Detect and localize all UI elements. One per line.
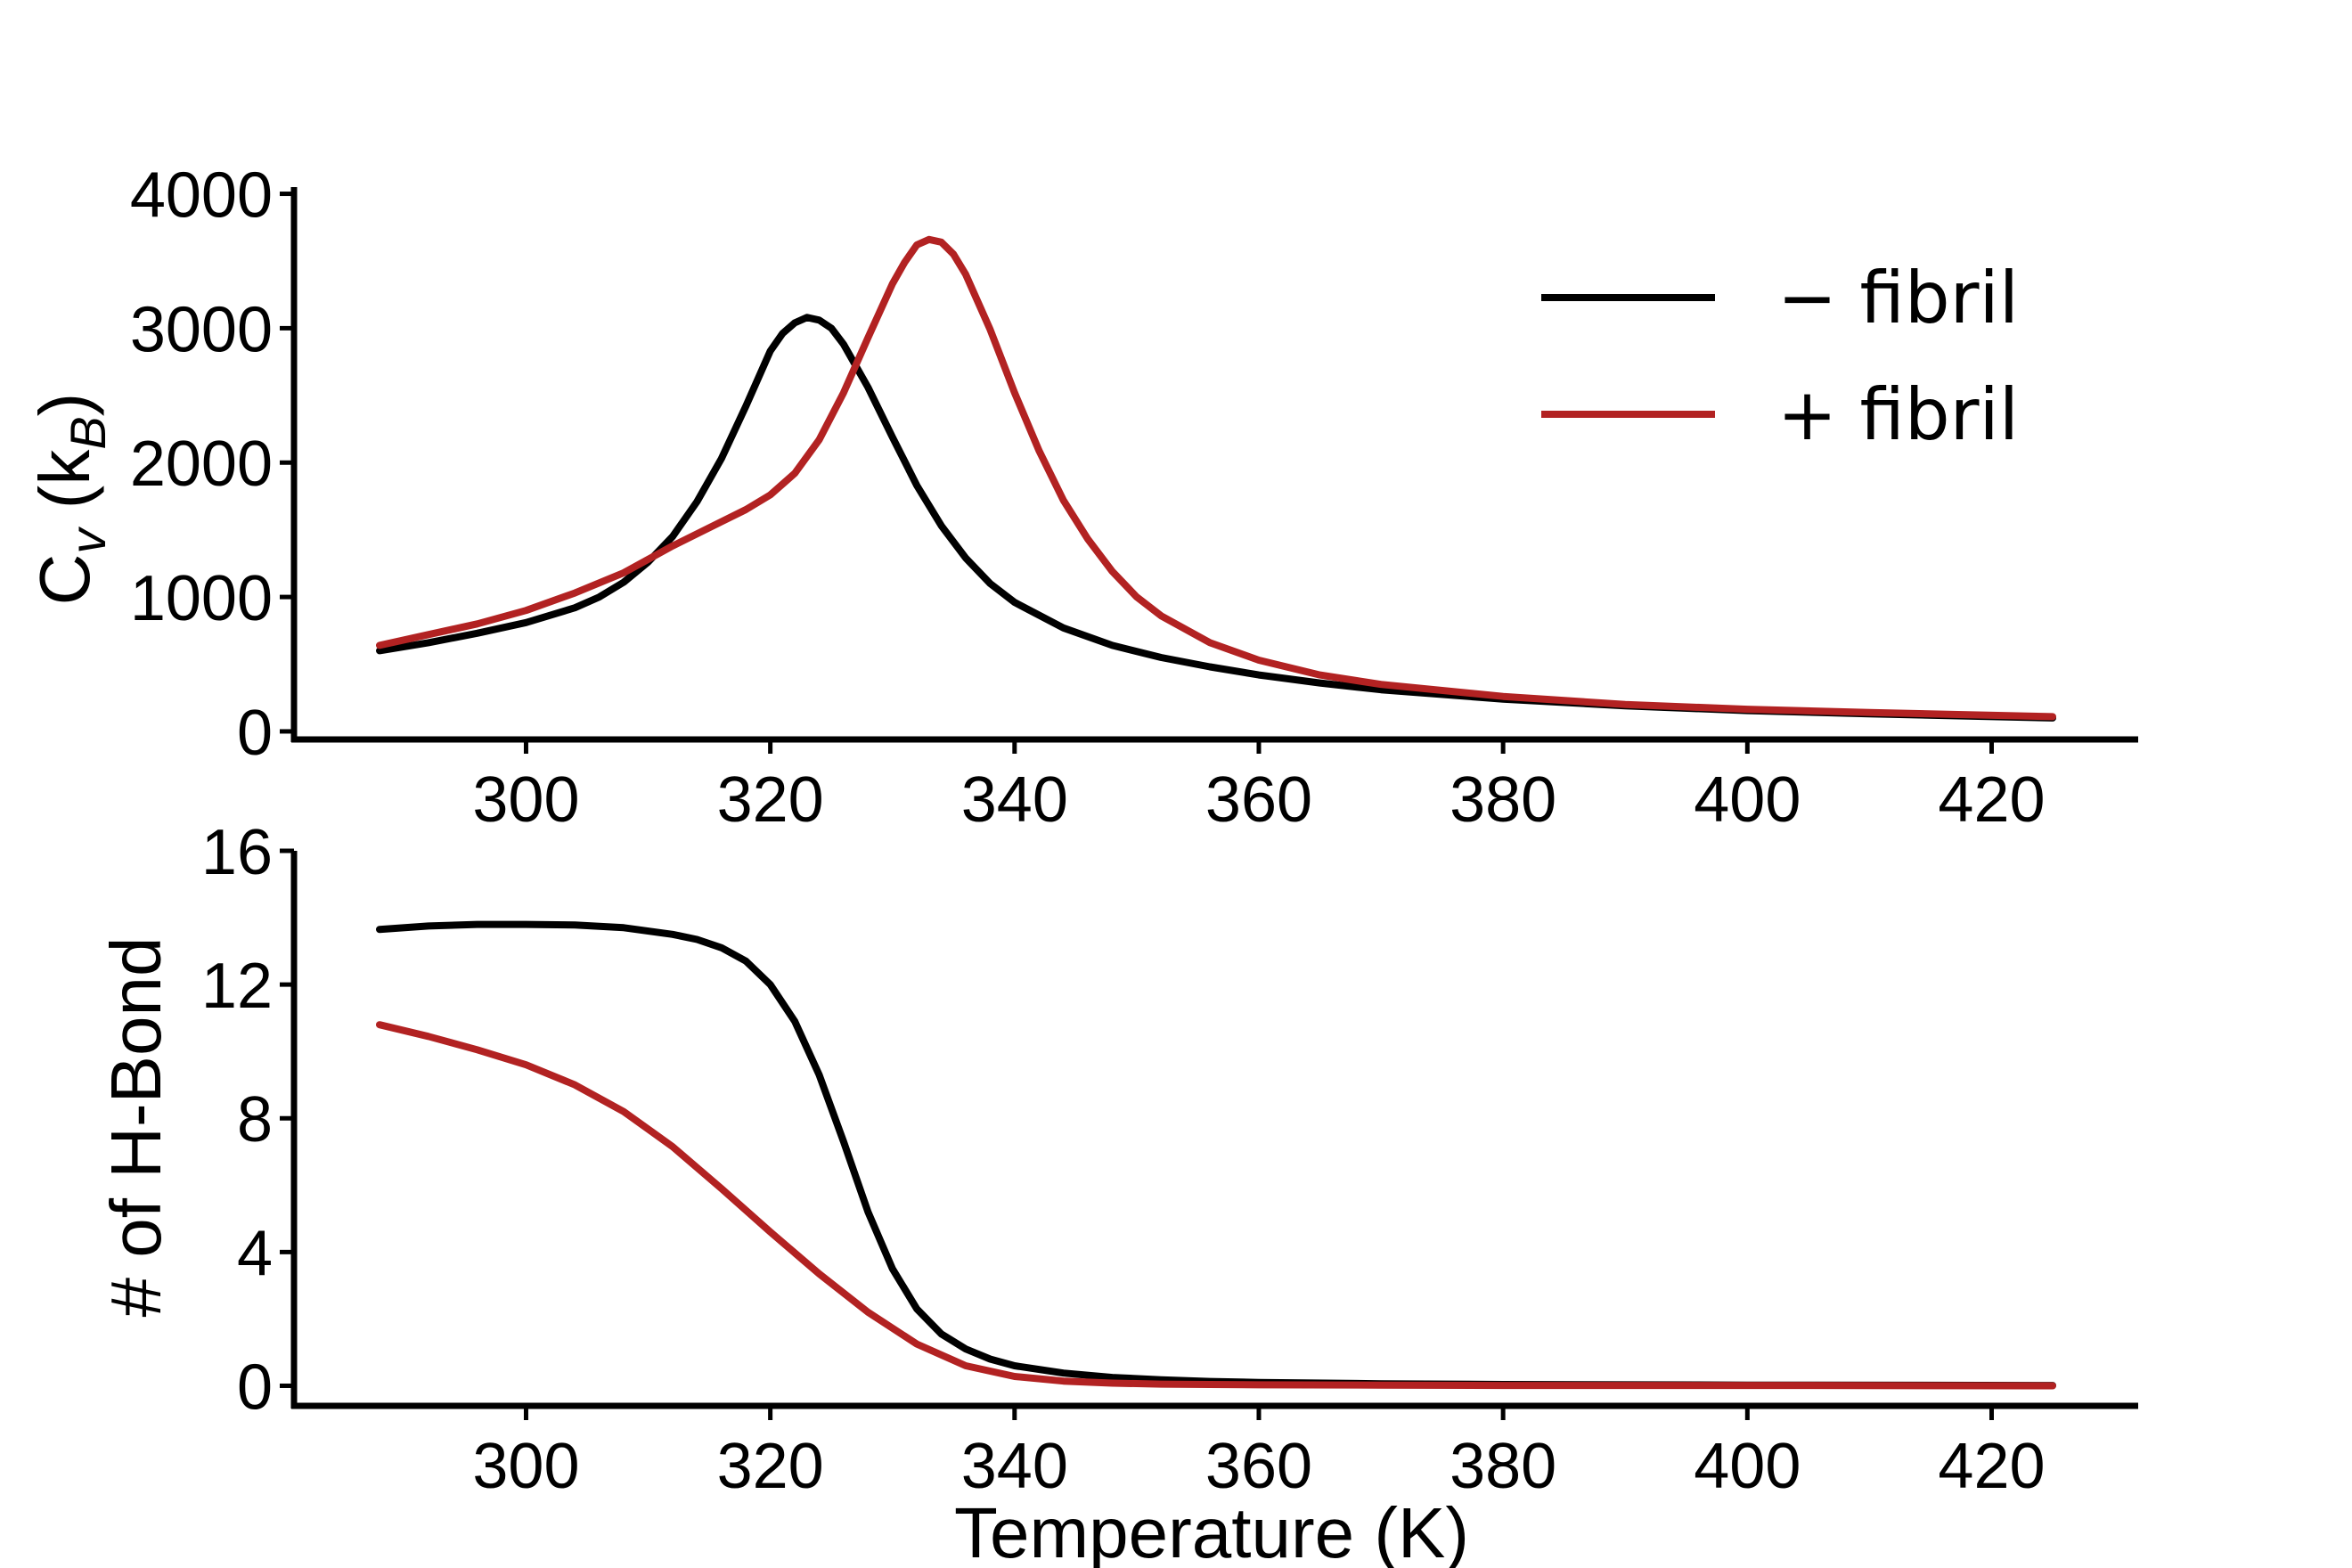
hbond-y-tick-label: 4: [237, 1218, 273, 1289]
hbond-y-axis-title: # of H-Bond: [96, 937, 176, 1318]
legend-label-minus-fibril: − fibril: [1777, 257, 2019, 339]
cv-panel: 300 320 340 360 380 400 420 01000200030004000 …: [25, 160, 2138, 836]
cv-x-tick-label: 380: [1450, 764, 1556, 836]
cv-y-tick-label: 0: [237, 698, 273, 769]
cv-ylabel-open: (k: [25, 449, 104, 529]
cv-y-axis-title: Cv (kB): [25, 393, 116, 606]
hbond-series-line-0: [376, 920, 2056, 1390]
hbond-x-tick-label: 340: [961, 1431, 1068, 1502]
hbond-x-tick-label: 400: [1694, 1431, 1801, 1502]
hbond-x-ticks: 300 320 340 360 380 400 420: [472, 1406, 2046, 1502]
hbond-x-tick-label: 320: [717, 1431, 824, 1502]
cv-x-tick-label: 340: [961, 764, 1068, 836]
cv-plot-lines: [376, 235, 2056, 722]
cv-y-tick-label: 3000: [130, 294, 273, 365]
cv-series-line-1: [376, 235, 2056, 721]
cv-ylabel-sub-v: v: [60, 527, 116, 554]
hbond-plot-lines: [376, 920, 2056, 1390]
hbond-y-tick-label: 8: [237, 1084, 273, 1156]
cv-x-tick-label: 320: [717, 764, 824, 836]
hbond-x-tick-label: 380: [1450, 1431, 1556, 1502]
cv-x-tick-label: 300: [472, 764, 579, 836]
hbond-y-tick-label: 0: [237, 1352, 273, 1423]
legend-label-plus-fibril: + fibril: [1777, 373, 2019, 456]
hbond-x-tick-label: 420: [1938, 1431, 2045, 1502]
cv-x-tick-label: 400: [1694, 764, 1801, 836]
legend: − fibril + fibril: [1541, 257, 2019, 456]
cv-y-tick-label: 1000: [130, 563, 273, 634]
cv-y-ticks: 0 1000 2000 3000 4000: [130, 160, 294, 769]
cv-x-tick-label: 420: [1938, 764, 2045, 836]
hbond-x-axis-title: Temperature (K): [954, 1493, 1469, 1568]
cv-x-ticks: 300 320 340 360 380 400 420: [472, 739, 2046, 836]
cv-y-tick-label: 2000: [130, 429, 273, 500]
hbond-axes: [290, 851, 2138, 1409]
hbond-y-tick-label: 16: [201, 817, 273, 888]
hbond-y-tick-label: 12: [201, 951, 273, 1022]
cv-ylabel-main: C: [25, 554, 104, 606]
hbond-y-ticks: 0 4 8 12 16: [201, 817, 294, 1423]
hbond-x-tick-label: 360: [1205, 1431, 1312, 1502]
hbond-x-tick-label: 300: [472, 1431, 579, 1502]
cv-ylabel-close: ): [25, 393, 104, 417]
cv-y-tick-label: 4000: [130, 160, 273, 232]
cv-ylabel-sub-b: B: [60, 416, 116, 449]
cv-x-tick-label: 360: [1205, 764, 1312, 836]
hbond-series-line-1: [376, 1021, 2056, 1390]
hbond-panel: 300 320 340 360 380 400 420 0 4 8 12 16 # of H-Bon…: [96, 817, 2138, 1568]
